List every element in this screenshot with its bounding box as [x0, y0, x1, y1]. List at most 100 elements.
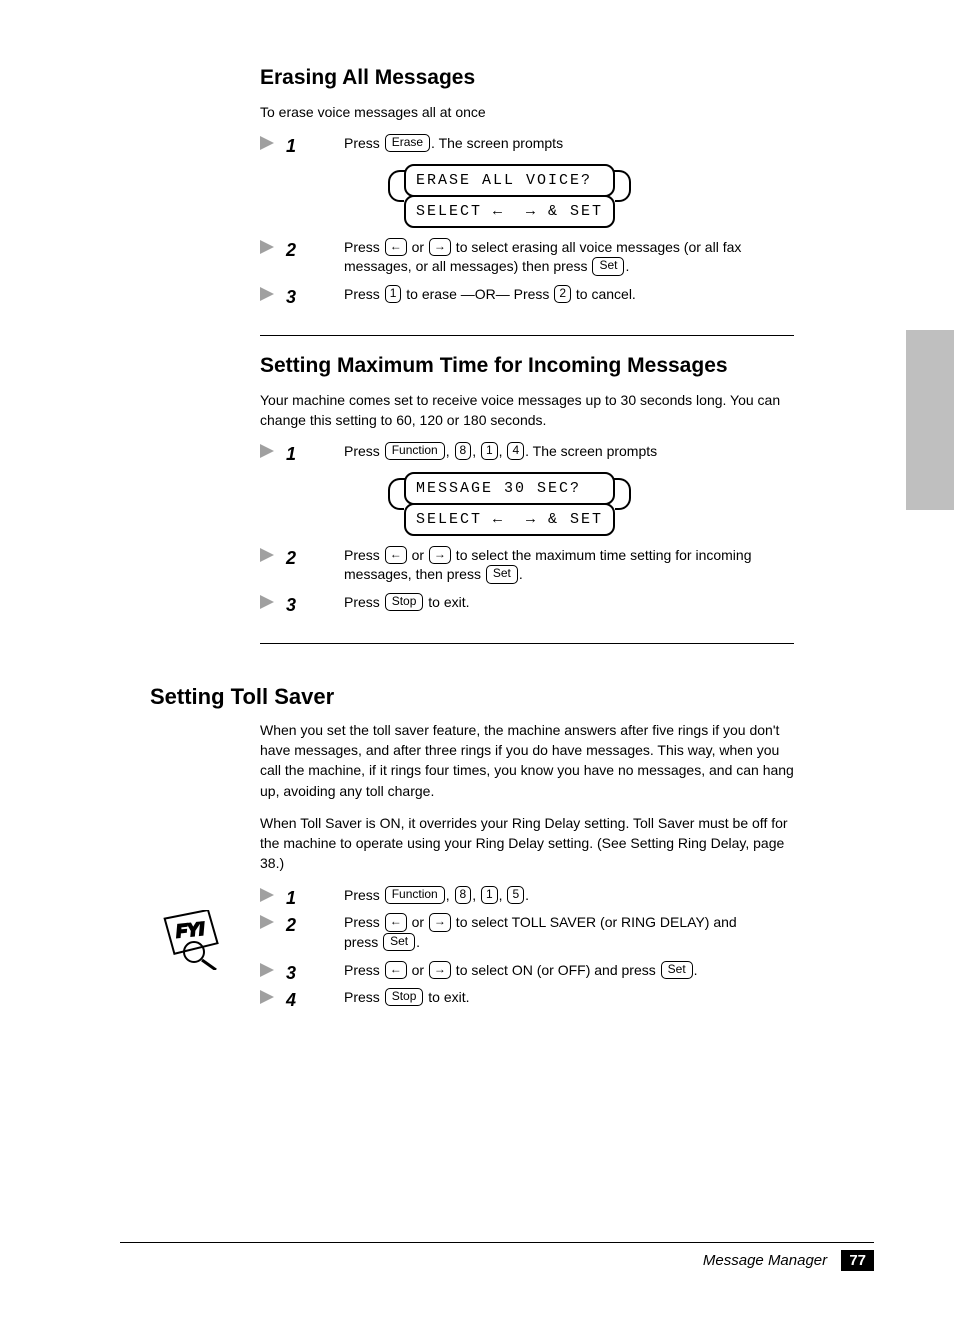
- footer-title: Message Manager: [703, 1252, 827, 1269]
- s3-step4: 4 Press Stop to exit.: [260, 988, 794, 1008]
- para-toll-saver: When you set the toll saver feature, the…: [260, 720, 794, 801]
- step-marker-icon: [260, 444, 274, 458]
- key-right-arrow: →: [429, 238, 451, 256]
- page-number: 77: [841, 1250, 874, 1271]
- step-text: .: [416, 934, 420, 950]
- step-marker-icon: [260, 963, 274, 977]
- step-text: to cancel.: [572, 286, 636, 302]
- svg-text:FYI: FYI: [175, 918, 206, 941]
- key-set: Set: [486, 565, 518, 583]
- key-right-arrow: →: [429, 913, 451, 931]
- key-set: Set: [661, 961, 693, 979]
- step-text: to erase —OR— Press: [402, 286, 553, 302]
- step-marker-icon: [260, 287, 274, 301]
- s2-step1: 1 Press Function, 8, 1, 4. The screen pr…: [260, 442, 794, 534]
- s1-step3: 3 Press 1 to erase —OR— Press 2 to cance…: [260, 285, 794, 305]
- step-number: 1: [286, 886, 296, 911]
- step-text: to select erasing all voice messages (or…: [452, 239, 741, 255]
- step-text: or: [408, 914, 428, 930]
- step-text: Press: [344, 914, 384, 930]
- heading-max-time: Setting Maximum Time for Incoming Messag…: [260, 354, 794, 378]
- lcd-line2: SELECT ← → & SET: [404, 195, 615, 228]
- step-marker-icon: [260, 915, 274, 929]
- key-function: Function: [385, 442, 445, 460]
- step-marker-icon: [260, 888, 274, 902]
- step-marker-icon: [260, 548, 274, 562]
- step-number: 1: [286, 442, 296, 467]
- step-number: 2: [286, 546, 296, 571]
- key-left-arrow: ←: [385, 546, 407, 564]
- key-set: Set: [592, 257, 624, 275]
- step-number: 2: [286, 913, 296, 938]
- step-number: 4: [286, 988, 296, 1013]
- key-8: 8: [455, 886, 472, 904]
- step-text: or: [408, 547, 428, 563]
- step-text: . The screen prompts: [525, 443, 657, 459]
- s2-step3: 3 Press Stop to exit.: [260, 593, 794, 613]
- fyi-icon: FYI: [160, 910, 230, 970]
- step-marker-icon: [260, 595, 274, 609]
- key-1: 1: [385, 285, 402, 303]
- key-stop: Stop: [385, 988, 424, 1006]
- key-5: 5: [507, 886, 524, 904]
- s1-step2: 2 Press ← or → to select erasing all voi…: [260, 238, 794, 277]
- para-max-time: Your machine comes set to receive voice …: [260, 390, 794, 431]
- key-1: 1: [481, 442, 498, 460]
- step-text: .: [525, 887, 529, 903]
- step-marker-icon: [260, 136, 274, 150]
- step-text: Press: [344, 239, 384, 255]
- key-left-arrow: ←: [385, 961, 407, 979]
- s1-step1: 1 Press Erase. The screen prompts ERASE …: [260, 134, 794, 226]
- step-marker-icon: [260, 240, 274, 254]
- lcd-display: ERASE ALL VOICE? SELECT ← → & SET: [404, 164, 794, 226]
- step-text: Press: [344, 547, 384, 563]
- step-text: Press: [344, 135, 384, 151]
- page-footer: Message Manager 77: [120, 1235, 874, 1271]
- step-text: Press: [344, 962, 384, 978]
- note-toll-saver: When Toll Saver is ON, it overrides your…: [260, 813, 794, 874]
- divider: [260, 643, 794, 644]
- step-number: 3: [286, 593, 296, 618]
- key-2: 2: [554, 285, 571, 303]
- key-4: 4: [507, 442, 524, 460]
- heading-toll-saver: Setting Toll Saver: [150, 684, 834, 710]
- lcd-display: MESSAGE 30 SEC? SELECT ← → & SET: [404, 472, 794, 534]
- step-text: press: [344, 934, 382, 950]
- step-text: messages, then press: [344, 566, 485, 582]
- step-text: Press: [344, 286, 384, 302]
- lcd-line1: ERASE ALL VOICE?: [404, 164, 615, 197]
- s3-step3: 3 Press ← or → to select ON (or OFF) and…: [260, 961, 794, 981]
- lcd-line2: SELECT ← → & SET: [404, 503, 615, 536]
- key-right-arrow: →: [429, 961, 451, 979]
- divider: [260, 335, 794, 336]
- key-left-arrow: ←: [385, 913, 407, 931]
- key-right-arrow: →: [429, 546, 451, 564]
- step-text: .: [519, 566, 523, 582]
- intro-erasing-all: To erase voice messages all at once: [260, 102, 794, 122]
- key-erase: Erase: [385, 134, 430, 152]
- key-set: Set: [383, 933, 415, 951]
- s3-step1: 1 Press Function, 8, 1, 5.: [260, 886, 794, 906]
- step-text: to select TOLL SAVER (or RING DELAY) and: [452, 914, 737, 930]
- step-text: or: [408, 962, 428, 978]
- lcd-line1: MESSAGE 30 SEC?: [404, 472, 615, 505]
- key-function: Function: [385, 886, 445, 904]
- step-text: Press: [344, 594, 384, 610]
- step-text: .: [694, 962, 698, 978]
- step-number: 2: [286, 238, 296, 263]
- step-text: to exit.: [424, 989, 469, 1005]
- step-text: to select the maximum time setting for i…: [452, 547, 752, 563]
- heading-erasing-all: Erasing All Messages: [260, 66, 794, 90]
- key-1: 1: [481, 886, 498, 904]
- step-marker-icon: [260, 990, 274, 1004]
- step-text: .: [625, 258, 629, 274]
- step-text: Press: [344, 887, 384, 903]
- s2-step2: 2 Press ← or → to select the maximum tim…: [260, 546, 794, 585]
- s3-step2: 2 Press ← or → to select TOLL SAVER (or …: [260, 913, 794, 952]
- step-text: or: [408, 239, 428, 255]
- chapter-tab: [906, 330, 954, 510]
- step-text: Press: [344, 443, 384, 459]
- step-text: . The screen prompts: [431, 135, 563, 151]
- step-text: to select ON (or OFF) and press: [452, 962, 660, 978]
- step-text: Press: [344, 989, 384, 1005]
